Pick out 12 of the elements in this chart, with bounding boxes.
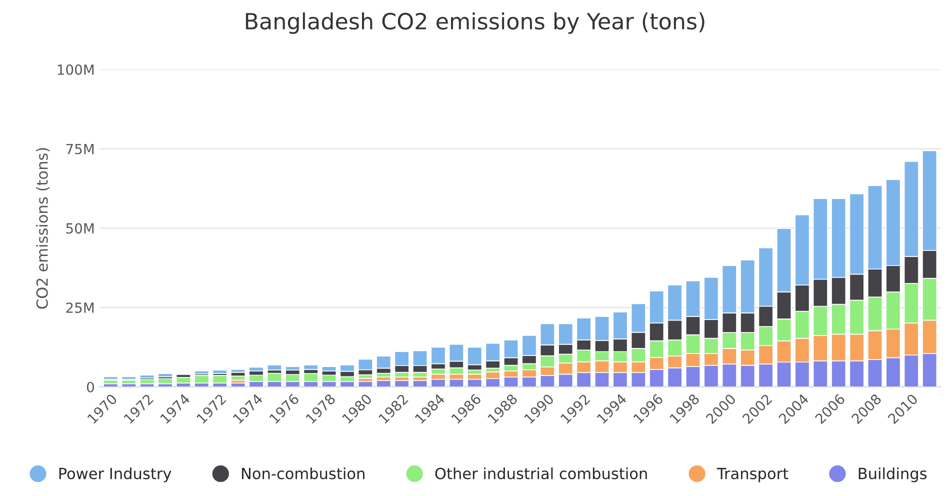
y-tick-label: 0 [86, 382, 94, 392]
chart-title: Bangladesh CO2 emissions by Year (tons) [246, 12, 704, 34]
y-axis-title: CO2 emissions (tons) [36, 148, 50, 309]
legend-label: Power Industry [59, 467, 172, 482]
y-tick-label: 50M [66, 223, 94, 234]
y-tick-label: 75M [66, 144, 94, 154]
legend-label: Non-combustion [242, 467, 364, 480]
y-tick-label: 25M [66, 302, 94, 313]
legend-label: Buildings [858, 467, 927, 482]
y-tick-label: 100M [58, 64, 94, 75]
legend-label: Other industrial combustion [435, 467, 647, 480]
legend-label: Transport [716, 468, 788, 482]
